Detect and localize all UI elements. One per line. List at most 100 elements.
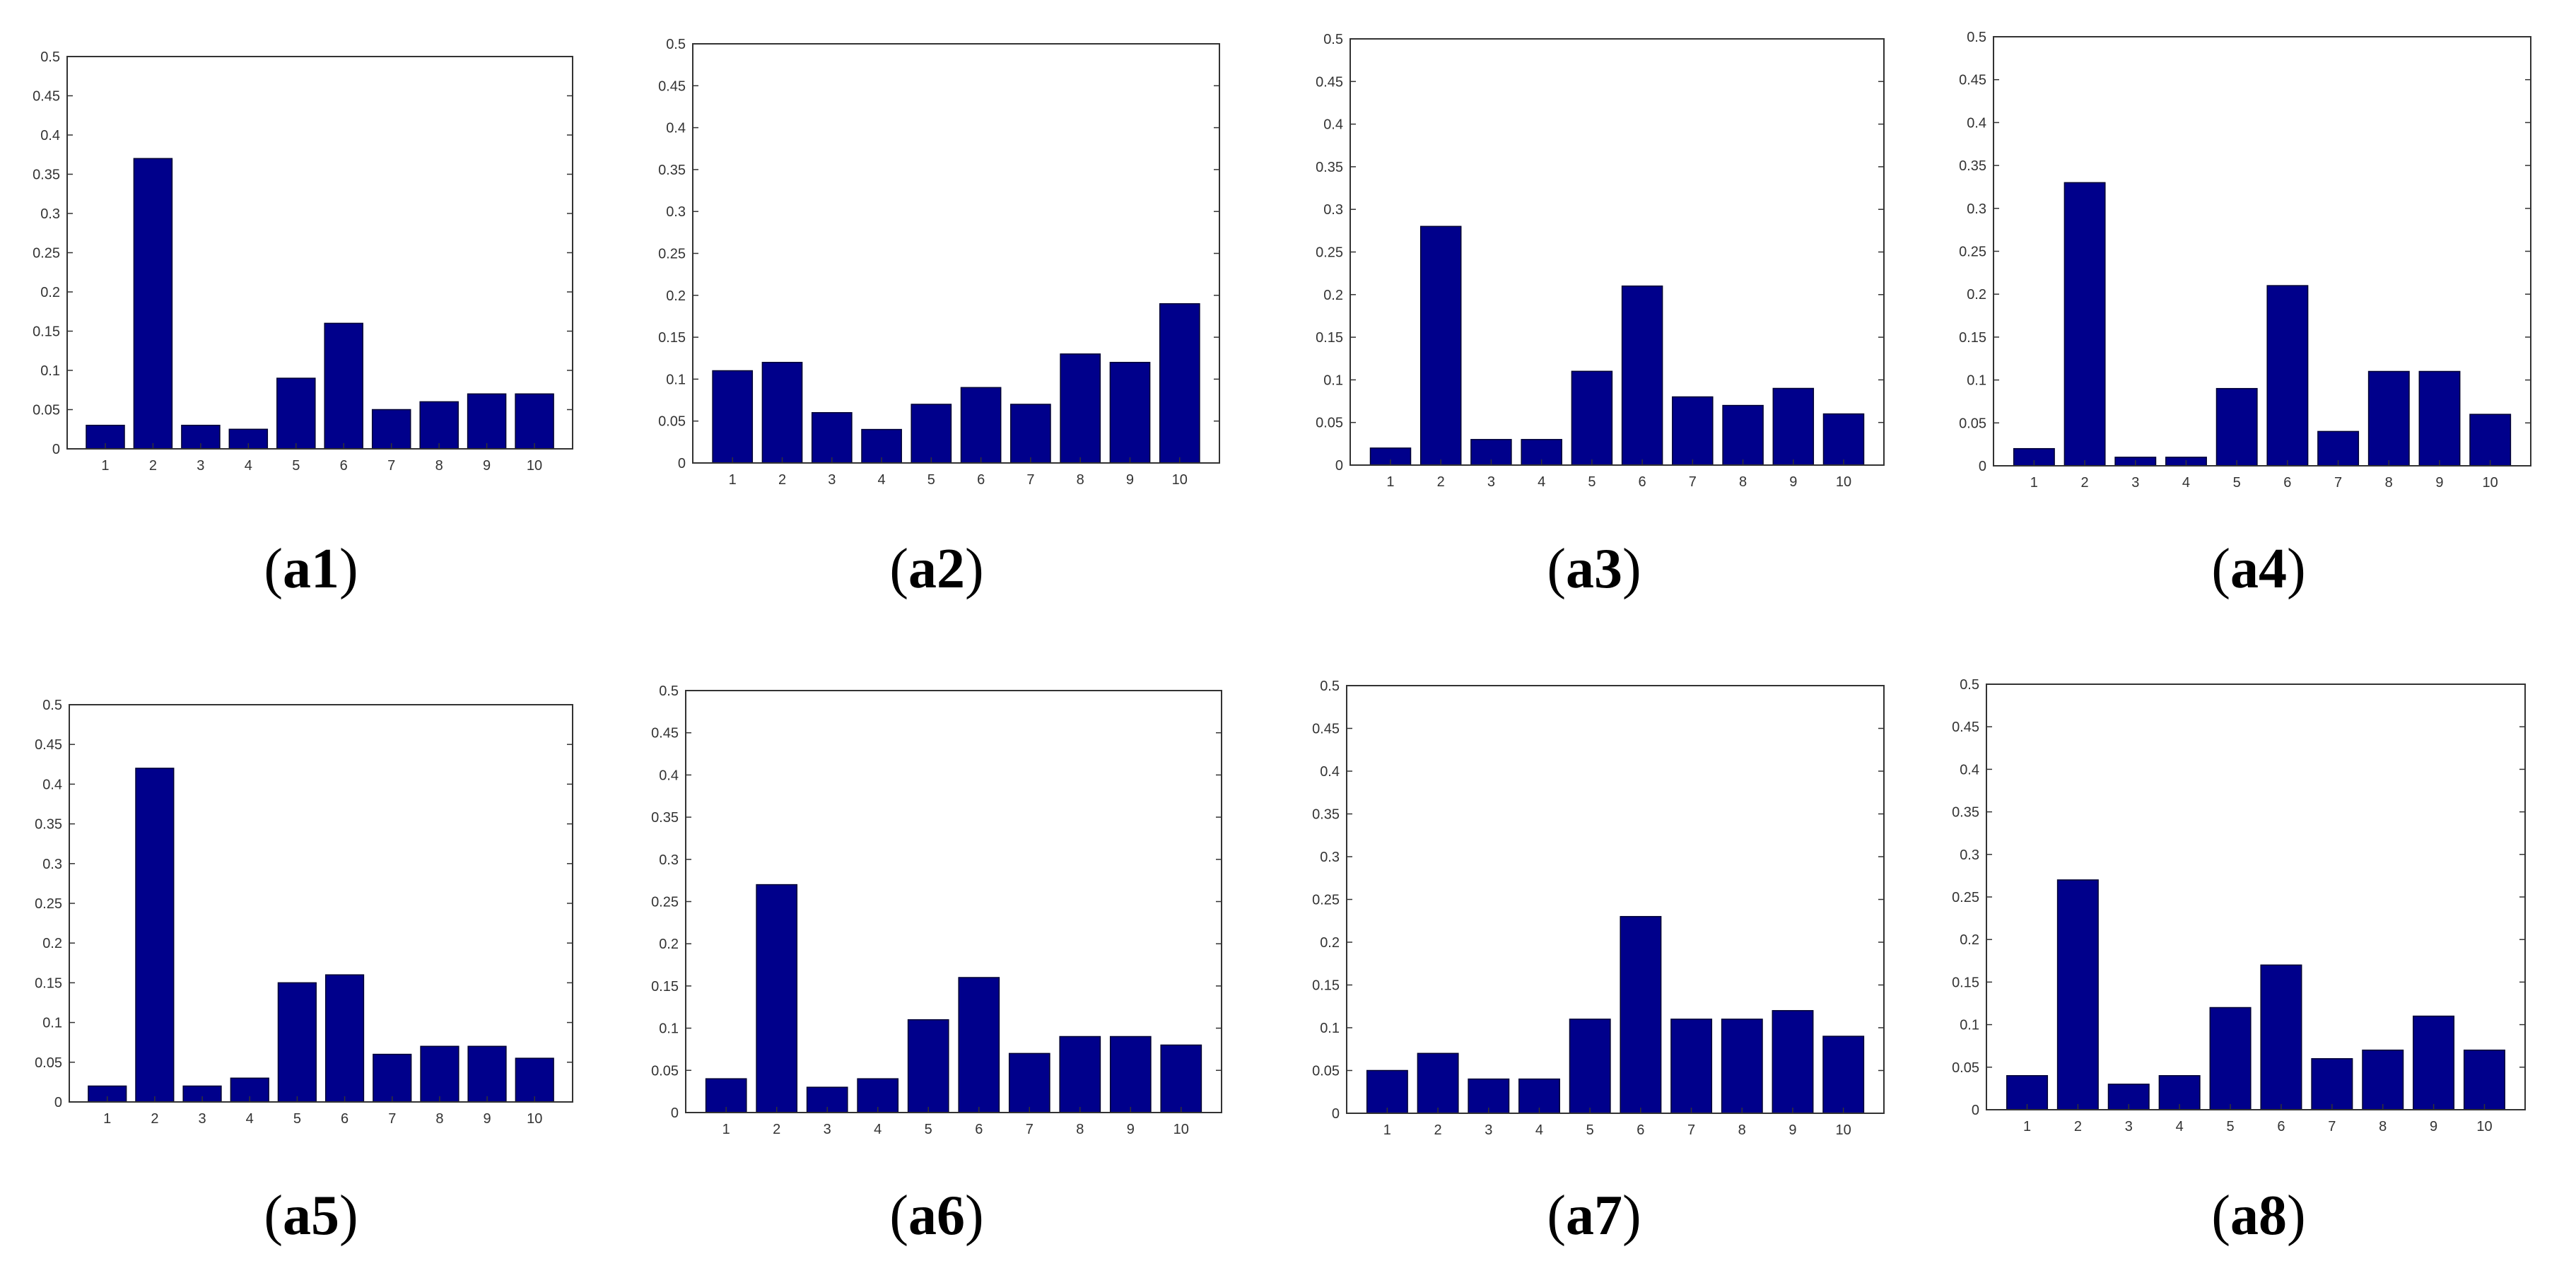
caption-label: a2 (908, 538, 965, 600)
bar-a5-5 (277, 982, 317, 1103)
y-tick-label: 0.2 (40, 285, 60, 300)
x-tick-label: 4 (1535, 1122, 1543, 1138)
bar-a3-6 (1621, 285, 1663, 466)
y-tick-label: 0.25 (1959, 245, 1986, 260)
y-tick-label: 0.35 (1952, 805, 1979, 821)
x-tick-label: 2 (1434, 1122, 1441, 1138)
caption-paren-close: ) (965, 1185, 984, 1247)
x-tick-label: 2 (151, 1111, 158, 1127)
caption-a2: (a2) (866, 537, 1007, 602)
y-tick-label: 0.5 (42, 698, 62, 713)
y-tick-label: 0.1 (659, 1021, 679, 1037)
plot-frame (1350, 38, 1885, 466)
y-tick-label: 0.2 (42, 936, 62, 951)
y-tick-label: 0.4 (40, 128, 60, 143)
bar-a2-10 (1159, 303, 1200, 464)
bar-a3-2 (1419, 225, 1462, 466)
y-tick-label: 0.15 (658, 330, 686, 346)
bar-a8-9 (2413, 1015, 2455, 1110)
x-tick-label: 8 (435, 458, 443, 474)
x-tick-label: 8 (1738, 1122, 1746, 1138)
bar-a7-6 (1620, 915, 1662, 1114)
bar-a8-6 (2260, 964, 2302, 1110)
bar-a6-2 (756, 884, 798, 1113)
x-tick-label: 7 (1026, 472, 1034, 488)
y-tick-label: 0.4 (1960, 762, 1979, 778)
caption-paren-close: ) (2287, 538, 2306, 600)
x-tick-label: 7 (1026, 1122, 1034, 1137)
y-tick-label: 0.4 (666, 121, 686, 136)
x-tick-label: 2 (2080, 475, 2088, 491)
x-tick-label: 10 (527, 458, 542, 474)
x-tick-label: 9 (1126, 472, 1134, 488)
y-tick-label: 0.1 (40, 363, 60, 379)
caption-paren-open: ( (264, 538, 283, 600)
bar-a8-2 (2056, 879, 2099, 1110)
caption-a1: (a1) (240, 537, 382, 602)
bar-a5-8 (420, 1045, 459, 1103)
x-tick-label: 7 (2328, 1119, 2336, 1134)
y-tick-label: 0.3 (1960, 847, 1979, 863)
x-tick-label: 5 (1588, 474, 1596, 490)
bar-a7-10 (1822, 1036, 1865, 1114)
plot-frame (1993, 36, 2531, 467)
bar-a5-7 (373, 1053, 412, 1103)
y-tick-label: 0.05 (651, 1063, 679, 1079)
plot-frame (69, 704, 573, 1103)
bar-a3-8 (1722, 404, 1764, 466)
x-tick-label: 10 (1836, 1122, 1851, 1138)
x-tick-label: 1 (101, 458, 109, 474)
y-tick-label: 0.4 (1323, 117, 1343, 133)
x-tick-label: 3 (1485, 1122, 1492, 1138)
y-tick-label: 0.25 (35, 896, 62, 912)
x-tick-label: 10 (1172, 472, 1188, 488)
bar-a6-10 (1160, 1044, 1202, 1113)
y-tick-label: 0.1 (666, 372, 686, 387)
bar-a7-5 (1569, 1019, 1611, 1114)
x-tick-label: 1 (722, 1122, 730, 1137)
bar-a5-6 (324, 974, 365, 1103)
bar-a8-10 (2463, 1049, 2505, 1110)
x-tick-label: 3 (824, 1122, 831, 1137)
x-tick-label: 6 (1639, 474, 1646, 490)
chart-a3: 1 2 3 4 5 6 7 8 9 10 0 0.05 0.1 0.15 0.2 0.25 0.3 0.35 0.4… (1316, 32, 1885, 490)
y-tick-label: 0 (1335, 458, 1343, 474)
y-tick-label: 0.15 (1316, 330, 1343, 346)
bar-a7-9 (1772, 1010, 1814, 1114)
x-tick-label: 4 (245, 458, 252, 474)
bar-a3-5 (1571, 370, 1613, 466)
x-tick-label: 5 (925, 1122, 932, 1137)
caption-a5: (a5) (240, 1184, 382, 1248)
x-tick-label: 8 (2379, 1119, 2387, 1134)
chart-a8: 1 2 3 4 5 6 7 8 9 10 0 0.05 0.1 0.15 0.2 0.25 0.3 0.35 0.4… (1952, 677, 2526, 1134)
x-tick-label: 6 (341, 1111, 349, 1127)
chart-a5: 1 2 3 4 5 6 7 8 9 10 0 0.05 0.1 0.15 0.2 0.25 0.3 0.35 0.4… (35, 698, 573, 1127)
chart-a4: 1 2 3 4 5 6 7 8 9 10 0 0.05 0.1 0.15 0.2 0.25 0.3 0.35 0.4… (1959, 30, 2531, 491)
x-tick-label: 8 (1076, 1122, 1084, 1137)
bar-a4-5 (2215, 387, 2258, 467)
caption-paren-open: ( (889, 538, 908, 600)
y-tick-label: 0 (1972, 1103, 1979, 1118)
x-tick-label: 9 (2430, 1119, 2437, 1134)
y-tick-label: 0 (54, 1095, 62, 1110)
y-tick-label: 0.15 (651, 979, 679, 995)
y-tick-label: 0.35 (33, 168, 60, 183)
y-tick-label: 0.2 (659, 937, 679, 952)
x-tick-label: 4 (878, 472, 886, 488)
bar-a1-7 (371, 409, 411, 450)
y-tick-label: 0.45 (1959, 73, 1986, 88)
bar-a1-8 (419, 401, 459, 450)
x-tick-label: 10 (2476, 1119, 2492, 1134)
bar-a4-2 (2063, 182, 2106, 467)
x-tick-label: 8 (435, 1111, 443, 1127)
bar-a5-2 (135, 768, 175, 1103)
plot-frame (1346, 685, 1885, 1114)
x-tick-label: 2 (1437, 474, 1445, 490)
y-tick-label: 0.4 (659, 768, 679, 783)
bar-a4-7 (2317, 430, 2360, 467)
bar-a2-3 (811, 412, 853, 464)
y-tick-label: 0 (1332, 1106, 1340, 1122)
caption-paren-close: ) (1622, 538, 1641, 600)
x-tick-label: 7 (388, 1111, 396, 1127)
bar-a8-4 (2158, 1075, 2201, 1110)
